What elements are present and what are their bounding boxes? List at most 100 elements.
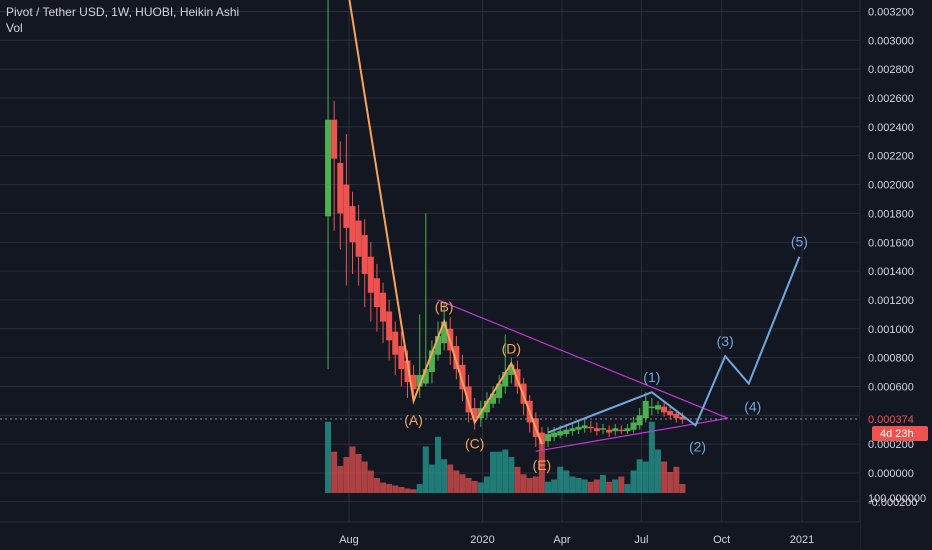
volume-bar [361, 461, 368, 493]
volume-bar [331, 451, 338, 493]
volume-bar [386, 484, 393, 493]
candle-body [587, 426, 594, 429]
volume-bar [538, 444, 545, 493]
volume-bar [557, 466, 564, 493]
candle-body [410, 374, 417, 390]
volume-bar [459, 474, 466, 493]
wave-label-e: (E) [533, 457, 552, 473]
volume-bar [654, 449, 661, 493]
wave-label-c: (C) [465, 436, 484, 452]
price-axis[interactable]: 0.003200 0.003000 0.002800 0.002600 0.002400… [859, 0, 932, 550]
volume-bar [648, 421, 655, 493]
candle-body [392, 331, 399, 355]
volume-bar [606, 481, 613, 493]
volume-bar [551, 479, 558, 493]
volume-bar [380, 482, 387, 493]
candle-body [636, 415, 643, 426]
candle-body [367, 256, 374, 293]
candle-body [331, 119, 338, 159]
candle-body [679, 416, 686, 420]
volume-bar [349, 446, 356, 493]
volume-bar [667, 472, 674, 493]
candle-body [416, 374, 423, 387]
candle-body [661, 406, 668, 413]
volume-bar [343, 457, 350, 493]
candle-body [563, 429, 570, 435]
candle-body [557, 431, 564, 436]
candle-body [581, 425, 588, 429]
chart-legend: Pivot / Tether USD, 1W, HUOBI, Heikin As… [6, 4, 239, 36]
wave-12345-line [547, 256, 801, 434]
countdown-label: 4d 23h [880, 428, 914, 440]
volume-bar [422, 446, 429, 493]
candle-body [508, 364, 515, 375]
volume-bar [337, 466, 344, 493]
volume-bar [453, 470, 460, 493]
candle-body [502, 372, 509, 387]
volume-bar [642, 461, 649, 493]
volume-bar [428, 464, 435, 493]
volume-bar [624, 484, 631, 493]
candle-body [496, 383, 503, 398]
candle-body [422, 369, 429, 384]
volume-bar [520, 474, 527, 493]
price-badges: 0.000374 4d 23h [0, 411, 932, 442]
candle-body [361, 235, 368, 274]
wave-label-2: (2) [689, 438, 706, 454]
candle-body [471, 408, 478, 419]
wave-label-5: (5) [791, 234, 808, 250]
candle-body [575, 426, 582, 430]
volume-bar [661, 461, 668, 493]
price-tick-label: 0.001000 [868, 324, 914, 336]
volume-bar [618, 476, 625, 493]
time-tick-label: 2020 [470, 534, 494, 546]
candle-body [355, 220, 362, 257]
wave-label-4: (4) [744, 399, 761, 415]
volume-bar [563, 470, 570, 493]
candle-body [441, 321, 448, 344]
volume-bar [325, 421, 332, 493]
candle-body [483, 400, 490, 413]
candle-body [538, 432, 545, 445]
price-tick-label: 0.001800 [868, 208, 914, 220]
time-tick-label: Apr [553, 534, 570, 546]
triangle-upper-line [437, 299, 729, 419]
candle-body [673, 413, 680, 419]
candle-body [386, 311, 393, 341]
volume-bar [355, 454, 362, 493]
volume-bar [410, 489, 417, 493]
candle-body [654, 405, 661, 410]
wave-abcde-line [348, 0, 543, 445]
volume-bar [679, 484, 686, 493]
candle-body [545, 434, 552, 442]
candle-body [551, 432, 558, 437]
time-axis-background [0, 522, 860, 550]
volume-bar [404, 488, 411, 493]
price-tick-label: 0.002000 [868, 180, 914, 192]
candle-body [599, 428, 606, 430]
volume-bar [465, 478, 472, 493]
volume-bar [526, 478, 533, 493]
candle-body [428, 350, 435, 373]
candle-body [612, 428, 619, 432]
volume-bar [441, 459, 448, 493]
candle-body [667, 410, 674, 416]
volume-bar [636, 459, 643, 493]
volume-label: Vol [6, 21, 23, 35]
price-tick-label: 0.001400 [868, 266, 914, 278]
volume-bar [477, 482, 484, 493]
candle-body [380, 292, 387, 322]
price-tick-label: 0.003000 [868, 35, 914, 47]
current-price-label: 0.000374 [868, 414, 914, 426]
price-tick-label: -0.000200 [868, 497, 918, 509]
price-axis-background [860, 0, 932, 550]
volume-bar [514, 466, 521, 493]
time-axis[interactable]: Aug 2020 Apr Jul Oct 2021 [0, 521, 860, 550]
wave-label-d: (D) [502, 340, 521, 356]
volume-bar [575, 478, 582, 493]
volume-bar [367, 470, 374, 493]
price-tick-label: 0.000000 [868, 468, 914, 480]
